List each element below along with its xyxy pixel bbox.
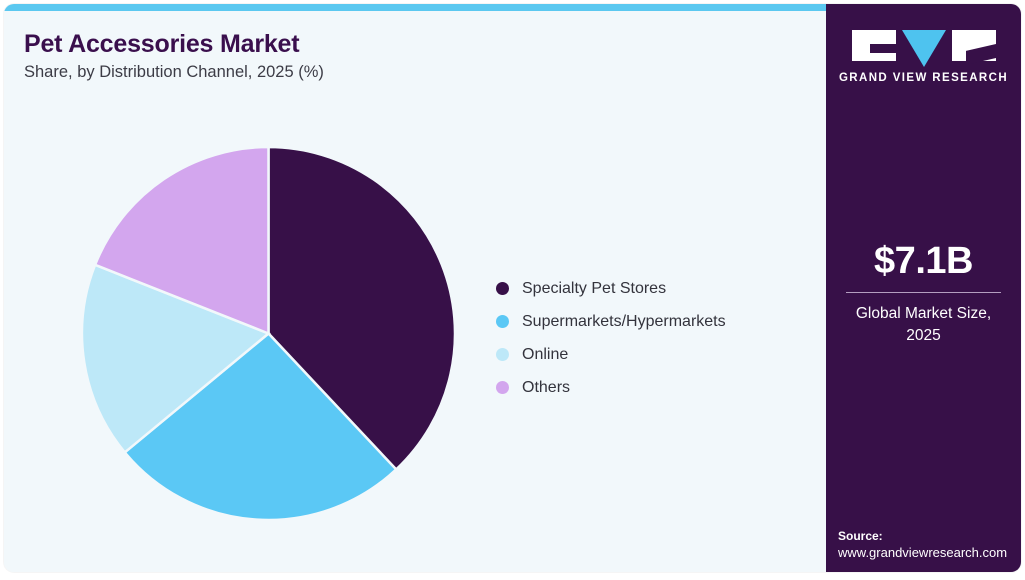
legend-item-specialty-pet-stores[interactable]: Specialty Pet Stores bbox=[496, 272, 796, 305]
logo-wordmark: GRAND VIEW RESEARCH bbox=[838, 72, 1009, 84]
top-accent-bar bbox=[4, 4, 826, 11]
legend-item-supermarkets-hypermarkets[interactable]: Supermarkets/Hypermarkets bbox=[496, 305, 796, 338]
chart-main-area: Pet Accessories Market Share, by Distrib… bbox=[4, 4, 826, 572]
legend-item-online[interactable]: Online bbox=[496, 338, 796, 371]
legend-item-label: Supermarkets/Hypermarkets bbox=[522, 312, 726, 330]
pie-slice[interactable] bbox=[82, 263, 271, 455]
market-size-caption: Global Market Size, 2025 bbox=[855, 304, 992, 345]
logo-triangle-v-icon bbox=[901, 30, 946, 67]
market-size-value: $7.1B bbox=[874, 240, 973, 282]
legend-color-swatch-icon bbox=[496, 282, 509, 295]
page-subtitle: Share, by Distribution Channel, 2025 (%) bbox=[24, 63, 324, 81]
grand-view-research-logo: GRAND VIEW RESEARCH bbox=[826, 30, 1021, 84]
pie-slice[interactable] bbox=[123, 331, 398, 520]
pie-slice[interactable] bbox=[267, 147, 455, 472]
legend-color-swatch-icon bbox=[496, 381, 509, 394]
legend-color-swatch-icon bbox=[496, 348, 509, 361]
pie-chart-svg bbox=[82, 147, 455, 520]
pie-slice[interactable] bbox=[93, 147, 270, 336]
legend-color-swatch-icon bbox=[496, 315, 509, 328]
stat-divider bbox=[846, 291, 1001, 293]
legend-item-label: Others bbox=[522, 378, 571, 396]
legend-item-label: Online bbox=[522, 345, 569, 363]
pie-chart bbox=[82, 147, 455, 520]
page-title: Pet Accessories Market bbox=[24, 30, 300, 58]
market-size-stat: $7.1B Global Market Size, 2025 bbox=[840, 240, 1007, 348]
source-label: Source: bbox=[838, 529, 883, 543]
legend-item-others[interactable]: Others bbox=[496, 371, 796, 404]
chart-card: Pet Accessories Market Share, by Distrib… bbox=[4, 4, 1021, 572]
brand-sidebar: GRAND VIEW RESEARCH $7.1B Global Market … bbox=[826, 4, 1021, 572]
legend-item-label: Specialty Pet Stores bbox=[522, 279, 667, 297]
source-footer: Source: www.grandviewresearch.com bbox=[838, 529, 1011, 560]
source-url[interactable]: www.grandviewresearch.com bbox=[838, 545, 1008, 560]
logo-marks bbox=[851, 30, 996, 67]
chart-legend: Specialty Pet Stores Supermarkets/Hyperm… bbox=[496, 272, 796, 404]
logo-letter-r-icon bbox=[951, 30, 996, 61]
logo-letter-g-icon bbox=[851, 30, 896, 61]
